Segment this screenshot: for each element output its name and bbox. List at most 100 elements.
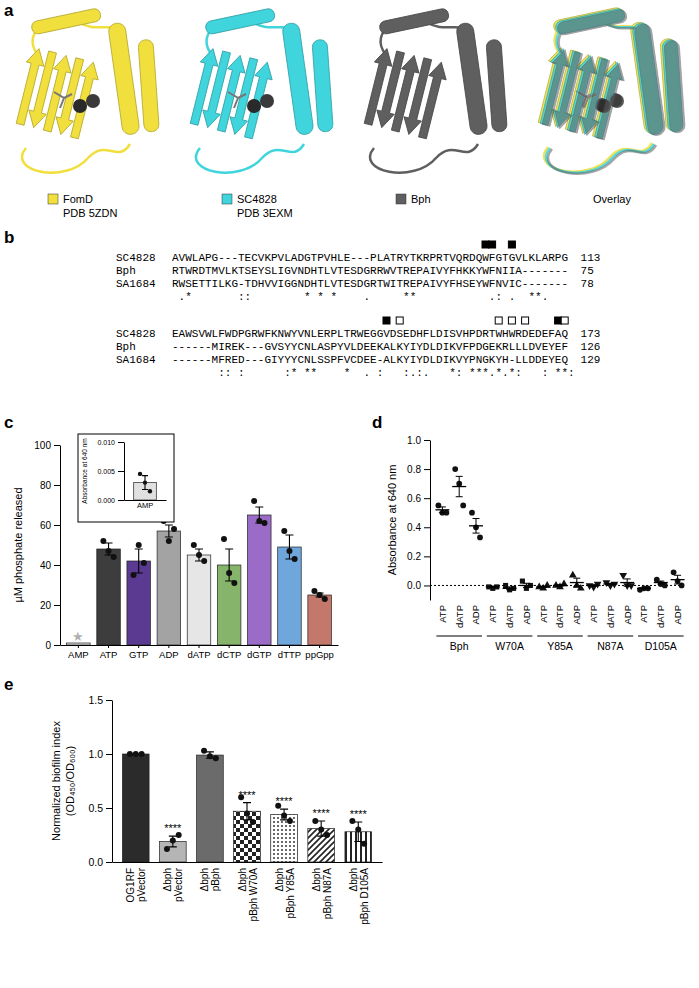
protein-cartoon bbox=[535, 8, 683, 173]
tick-label: Δbph bbox=[199, 868, 210, 891]
overlay-layer bbox=[535, 8, 683, 173]
data-point bbox=[361, 841, 367, 847]
error-bar bbox=[105, 543, 113, 555]
y-tick: 1.5 bbox=[88, 694, 112, 706]
legend-swatch bbox=[396, 194, 406, 204]
sequence-name: Bph bbox=[116, 265, 136, 277]
structure-pdb: PDB 5ZDN bbox=[63, 207, 117, 219]
sequence-end: 126 bbox=[581, 341, 601, 353]
group-label: Y85A bbox=[547, 640, 573, 652]
helix bbox=[282, 22, 314, 135]
data-point bbox=[207, 753, 213, 759]
error-bar bbox=[540, 586, 547, 587]
tick-label: 0.000 bbox=[97, 497, 115, 504]
sequence-end: 129 bbox=[581, 354, 601, 366]
structure-pdb: PDB 3EXM bbox=[237, 207, 293, 219]
data-point bbox=[106, 548, 112, 554]
data-point bbox=[111, 554, 117, 560]
beta-strand bbox=[66, 60, 102, 140]
y-axis-line bbox=[430, 441, 431, 601]
annotation: **** bbox=[276, 795, 294, 807]
error-bar bbox=[473, 519, 480, 534]
beta-sheet bbox=[359, 46, 450, 140]
y-axis: 0.0000.0050.010 bbox=[97, 439, 124, 504]
beta-strand bbox=[592, 61, 628, 141]
helix bbox=[634, 23, 666, 136]
tick-label: 0.010 bbox=[97, 439, 115, 446]
error-bar bbox=[316, 593, 324, 597]
data-point bbox=[166, 538, 172, 544]
tick-mark bbox=[424, 527, 430, 528]
tick-label: 1.5 bbox=[88, 694, 103, 706]
tick-mark bbox=[259, 645, 260, 648]
data-point bbox=[281, 528, 287, 534]
tick-mark bbox=[54, 645, 60, 646]
tick-mark bbox=[54, 485, 60, 486]
tick-label: ADP bbox=[672, 605, 683, 625]
tick-label: ADP bbox=[521, 605, 532, 625]
data-point bbox=[317, 592, 323, 598]
group-bracket bbox=[537, 636, 583, 637]
error-bar bbox=[142, 476, 148, 490]
tick-label: Δbph bbox=[274, 868, 285, 891]
protein-cartoon bbox=[185, 8, 333, 173]
protein-cartoon bbox=[11, 8, 159, 173]
panel-label: a bbox=[4, 1, 14, 20]
tick-mark bbox=[118, 471, 124, 472]
tick-label: 0.0 bbox=[88, 856, 103, 868]
tick-label: 0.6 bbox=[407, 493, 421, 504]
tick-label: ATP bbox=[538, 605, 549, 623]
group-bracket bbox=[638, 636, 684, 637]
helix bbox=[557, 9, 628, 36]
beta-sheet bbox=[537, 47, 628, 141]
error-bar bbox=[169, 836, 177, 847]
figure: aFomDPDB 5ZDNSC4828PDB 3EXMBphOverlaybSC… bbox=[0, 0, 699, 988]
tick-mark bbox=[168, 645, 169, 648]
error-bar bbox=[456, 476, 463, 496]
legend-swatch bbox=[222, 194, 232, 204]
data-point bbox=[226, 570, 232, 576]
tick-label: dATP bbox=[605, 605, 616, 628]
loop bbox=[196, 144, 304, 173]
tick-mark bbox=[229, 645, 230, 648]
metal-ion bbox=[73, 99, 87, 113]
loop bbox=[370, 144, 478, 173]
tick-label: ADP bbox=[571, 605, 582, 625]
panel-label: d bbox=[372, 413, 382, 432]
tick-label: ATP bbox=[638, 605, 649, 623]
x-tick: AMP bbox=[68, 645, 89, 660]
tick-label: 100 bbox=[34, 440, 51, 451]
error-bar bbox=[590, 585, 597, 586]
tick-label: 1.0 bbox=[88, 748, 103, 760]
beta-sheet bbox=[185, 46, 276, 140]
x-tick: ppGpp bbox=[305, 645, 334, 660]
y-tick: 0.000 bbox=[97, 497, 124, 504]
panel-label: e bbox=[4, 675, 13, 694]
mean-line bbox=[503, 588, 517, 589]
overlay-label: Overlay bbox=[593, 193, 631, 205]
tick-mark bbox=[319, 645, 320, 648]
tick-label: Δbph bbox=[311, 868, 322, 891]
bar bbox=[248, 515, 272, 645]
data-point bbox=[164, 846, 170, 852]
tick-label: dCTP bbox=[217, 649, 241, 660]
sequence-name: SC4828 bbox=[116, 328, 156, 340]
y-tick: 60 bbox=[40, 520, 60, 531]
plot-area bbox=[122, 748, 371, 862]
y-tick: 0.0 bbox=[88, 856, 112, 868]
data-point bbox=[292, 556, 298, 562]
y-tick: 0.6 bbox=[407, 493, 430, 504]
data-point bbox=[201, 748, 207, 754]
tick-mark bbox=[54, 445, 60, 446]
structure bbox=[185, 8, 333, 173]
metal-ion bbox=[86, 94, 100, 108]
error-bar bbox=[573, 578, 580, 587]
conservation-line: .* :: * * * . ** .: . **. bbox=[172, 291, 548, 303]
data-point bbox=[221, 536, 227, 542]
tick-label: pBph D105A bbox=[359, 868, 370, 925]
residue-marker bbox=[508, 241, 515, 248]
structure bbox=[11, 8, 159, 173]
ligand-stick bbox=[54, 92, 72, 108]
data-point bbox=[679, 583, 685, 589]
data-point bbox=[231, 580, 237, 586]
